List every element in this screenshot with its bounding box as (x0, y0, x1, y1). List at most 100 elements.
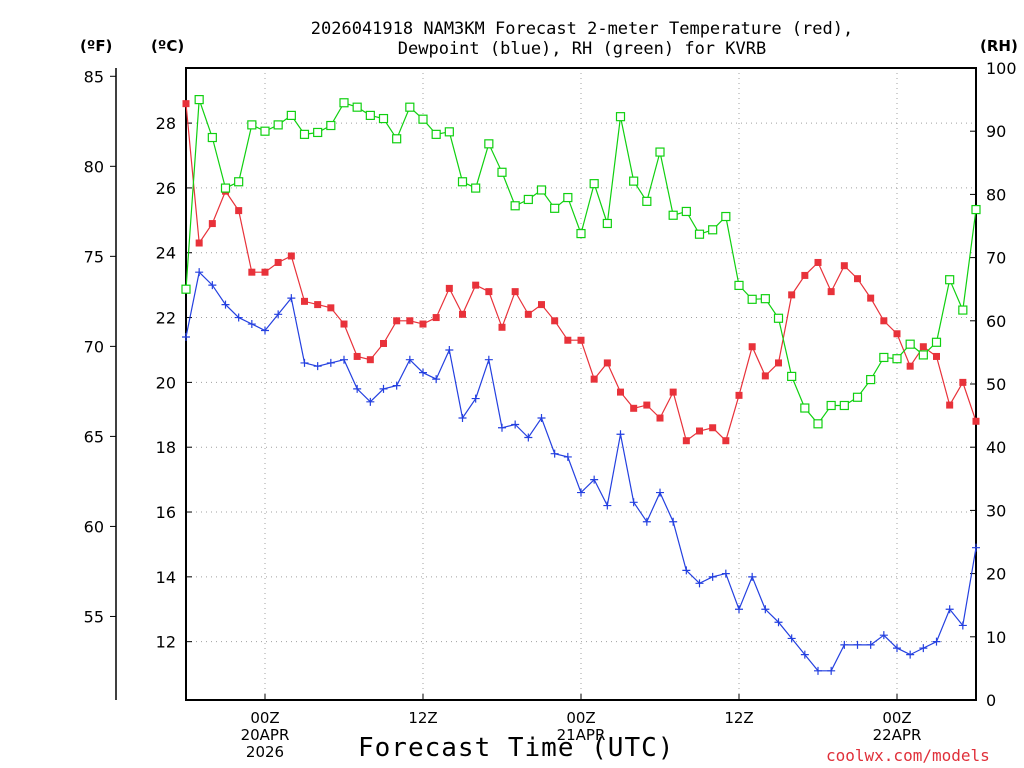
rh-point (747, 294, 757, 304)
rh-point (484, 139, 494, 149)
2-meter-temperature-point (840, 262, 848, 270)
2-meter-temperature-point (709, 424, 717, 432)
dewpoint-point (893, 644, 901, 653)
2-meter-temperature-point (485, 288, 493, 296)
2-meter-temperature-point (959, 378, 967, 386)
dewpoint-point (629, 498, 638, 507)
celsius-tick-label: 22 (156, 309, 176, 328)
2-meter-temperature-point (880, 317, 888, 325)
rh-point (563, 192, 573, 203)
plot-frame (185, 67, 977, 701)
rh-point (615, 112, 626, 122)
2-meter-temperature-point (551, 317, 559, 325)
2-meter-temperature-point (577, 336, 585, 344)
rh-point (273, 120, 283, 130)
2-meter-temperature-point (682, 437, 690, 445)
dewpoint-point (458, 414, 467, 423)
rh-tick-label: 20 (986, 565, 1006, 584)
2-meter-temperature-point (748, 343, 756, 351)
rh-point (839, 400, 849, 411)
x-tick-label: 20APR (241, 726, 290, 744)
dewpoint-point (182, 333, 190, 342)
x-tick-label: 12Z (724, 709, 753, 727)
rh-point (194, 94, 204, 105)
dewpoint-point (287, 294, 296, 303)
dewpoint-point (234, 313, 243, 322)
rh-point (773, 313, 784, 323)
2-meter-temperature-point (287, 252, 295, 260)
dewpoint-point (537, 414, 546, 423)
dewpoint-point (379, 384, 388, 393)
dewpoint-point (932, 637, 941, 646)
rh-point (299, 129, 310, 139)
rh-point (589, 179, 599, 189)
2-meter-temperature-point (327, 304, 335, 312)
celsius-tick-label: 26 (156, 179, 176, 198)
rh-point (813, 419, 823, 429)
dewpoint-point (958, 621, 967, 630)
2-meter-temperature-point (235, 207, 243, 215)
rh-point (642, 196, 652, 206)
dewpoint-point (800, 650, 809, 659)
dewpoint-point (484, 355, 493, 364)
2-meter-temperature-point (498, 323, 506, 331)
x-tick-label: 21APR (557, 726, 606, 744)
rh-point (734, 280, 744, 291)
rh-axis-label: (RH) (980, 37, 1018, 55)
chart-title-line1: 2026041918 NAM3KM Forecast 2-meter Tempe… (310, 19, 854, 39)
rh-point (365, 110, 375, 121)
dewpoint-point (945, 605, 954, 614)
2-meter-temperature-point (722, 437, 730, 445)
dewpoint-point (524, 433, 533, 442)
fahrenheit-tick-label: 70 (84, 337, 104, 356)
dewpoint-point (853, 640, 862, 649)
2-meter-temperature-point (814, 258, 822, 266)
dewpoint-point (840, 640, 849, 649)
rh-point (681, 206, 691, 217)
celsius-tick-label: 28 (156, 114, 176, 133)
rh-point (457, 177, 468, 187)
rh-point (181, 284, 191, 294)
rh-point (629, 176, 639, 186)
2-meter-temperature-point (603, 359, 611, 367)
chart-title-line2: Dewpoint (blue), RH (green) for KVRB (397, 39, 767, 59)
dewpoint-point (919, 644, 928, 653)
2-meter-temperature-point (195, 239, 203, 247)
2-meter-temperature-point (406, 317, 414, 325)
x-tick-label: 00Z (566, 709, 595, 727)
dewpoint-point (656, 488, 664, 497)
celsius-tick-label: 12 (156, 633, 176, 652)
rh-point (668, 210, 678, 220)
rh-point (879, 352, 889, 363)
rh-point (471, 183, 481, 193)
dewpoint-point (221, 300, 230, 309)
rh-point (694, 229, 705, 239)
dewpoint-point (498, 423, 506, 432)
rh-point (510, 201, 520, 211)
rh-point (576, 228, 586, 239)
dewpoint-point (563, 452, 572, 461)
2-meter-temperature-point (459, 310, 466, 318)
rh-point (958, 305, 968, 315)
dewpoint-point (787, 634, 796, 643)
dewpoint-point (735, 605, 743, 614)
2-meter-temperature-point (261, 268, 269, 276)
2-meter-temperature-point (248, 268, 256, 276)
2-meter-temperature-point (208, 220, 216, 228)
dewpoint-point (906, 650, 915, 659)
dewpoint-point (195, 268, 204, 277)
dewpoint-point (616, 430, 625, 439)
2-meter-temperature-point (564, 336, 572, 344)
credit-link[interactable]: coolwx.com/models (826, 746, 990, 765)
2-meter-temperature-point (656, 414, 664, 422)
rh-point (207, 132, 217, 143)
2-meter-temperature-point (472, 281, 480, 289)
2-meter-temperature-point (788, 291, 796, 299)
rh-point (945, 275, 955, 285)
rh-point (852, 392, 863, 402)
rh-tick-label: 40 (986, 438, 1006, 457)
2-meter-temperature-point (393, 317, 401, 325)
rh-point (260, 126, 270, 136)
dewpoint-point (471, 394, 480, 403)
